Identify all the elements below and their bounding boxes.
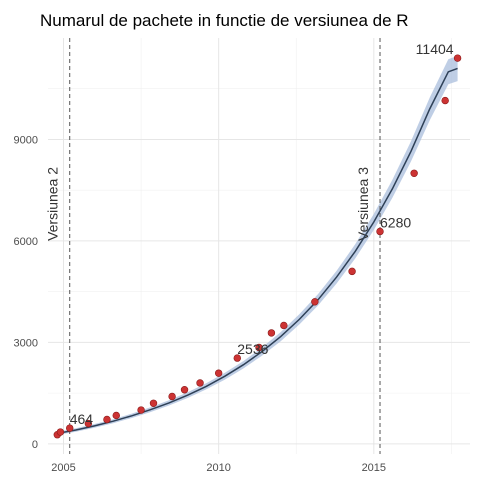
y-tick-label: 0 xyxy=(32,439,38,451)
x-tick-label: 2010 xyxy=(206,462,230,474)
data-point xyxy=(453,54,462,62)
data-point xyxy=(280,321,288,330)
data-point xyxy=(112,411,120,420)
data-label: 464 xyxy=(70,411,94,427)
chart-title: Numarul de pachete in functie de versiun… xyxy=(40,11,409,30)
data-label: 6280 xyxy=(380,214,411,230)
data-point xyxy=(149,399,158,407)
data-point xyxy=(441,96,449,105)
data-point xyxy=(56,428,65,436)
x-tick-label: 2015 xyxy=(362,462,386,474)
trend-line xyxy=(57,67,458,435)
data-label: 11404 xyxy=(416,41,454,57)
axis-labels: 0 3000 6000 9000 2005 2010 2015 xyxy=(14,134,387,474)
version-line-label: Versiunea 3 xyxy=(355,167,371,241)
data-point xyxy=(214,369,223,377)
data-point xyxy=(267,329,276,337)
grid xyxy=(48,38,470,454)
data-point xyxy=(196,379,204,387)
data-point xyxy=(348,267,356,276)
y-tick-label: 9000 xyxy=(14,134,38,146)
trend-curve xyxy=(57,67,458,435)
data-point xyxy=(180,386,189,394)
y-tick-label: 6000 xyxy=(14,236,38,248)
data-point xyxy=(255,343,263,352)
data-point xyxy=(137,406,145,414)
annotations: 464 2536 6280 11404 xyxy=(70,41,454,427)
data-point xyxy=(233,354,241,362)
version-lines: Versiunea 2 Versiunea 3 xyxy=(45,38,381,454)
data-point xyxy=(66,424,74,432)
trend-band xyxy=(57,55,458,436)
data-label: 2536 xyxy=(237,341,268,357)
data-point xyxy=(311,298,319,306)
data-point xyxy=(376,227,384,236)
y-tick-label: 3000 xyxy=(14,337,38,349)
confidence-band xyxy=(57,55,458,436)
data-point xyxy=(410,169,418,177)
data-point xyxy=(168,392,176,401)
data-point xyxy=(103,415,111,424)
x-tick-label: 2005 xyxy=(51,462,75,474)
data-points xyxy=(53,54,462,439)
data-point xyxy=(84,419,93,428)
version-line-label: Versiunea 2 xyxy=(45,167,61,241)
